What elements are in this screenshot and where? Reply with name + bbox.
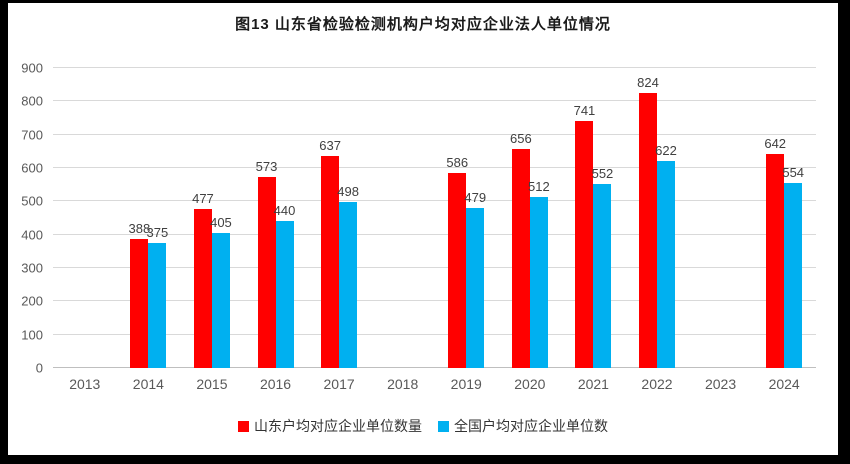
y-tick-label-500: 500 bbox=[21, 193, 43, 209]
bar-national-2020: 512 bbox=[528, 179, 550, 368]
bar-shandong-2020: 656 bbox=[510, 131, 532, 368]
legend-item-national: 全国户均对应企业单位数 bbox=[438, 416, 608, 436]
bar-shandong-2015: 477 bbox=[192, 191, 214, 368]
bar-national-2022: 622 bbox=[655, 143, 677, 368]
value-label-national-2021: 552 bbox=[591, 166, 614, 181]
bar-national-2021: 552 bbox=[592, 166, 613, 368]
value-label-shandong-2014: 388 bbox=[128, 220, 151, 236]
gridline-800 bbox=[53, 100, 816, 102]
legend-swatch-shandong-icon bbox=[238, 420, 249, 432]
x-axis: 2013 2014 2015 2016 2017 2018 2019 2020 2021 2022… bbox=[53, 376, 816, 392]
gridline-300 bbox=[53, 267, 816, 268]
bar-shandong-2014: 388 bbox=[129, 221, 150, 368]
value-label-national-2024: 554 bbox=[782, 165, 805, 181]
y-tick-label-800: 800 bbox=[21, 93, 43, 109]
bar-national-2014: 375 bbox=[147, 225, 168, 368]
y-tick-label-900: 900 bbox=[21, 60, 43, 76]
x-tick-label-2021: 2021 bbox=[577, 376, 609, 392]
value-label-shandong-2015: 477 bbox=[192, 191, 214, 206]
y-tick-label-200: 200 bbox=[21, 293, 43, 309]
value-label-national-2022: 622 bbox=[655, 142, 677, 158]
value-label-national-2015: 405 bbox=[210, 215, 232, 230]
x-tick-label-2016: 2016 bbox=[259, 376, 292, 392]
value-label-shandong-2022: 824 bbox=[637, 75, 659, 91]
bar-group-2016: 573 440 bbox=[244, 68, 308, 368]
bar-group-2022: 824 622 bbox=[625, 68, 689, 368]
value-label-national-2016: 440 bbox=[273, 203, 296, 219]
x-tick-label-2014: 2014 bbox=[132, 376, 164, 392]
bar-group-2019: 586 479 bbox=[435, 68, 499, 368]
bar-group-2021: 741 552 bbox=[562, 68, 626, 368]
bar-group-2013 bbox=[53, 68, 117, 368]
y-tick-label-600: 600 bbox=[21, 160, 43, 176]
plot-area: 0 100 200 300 400 500 600 700 800 900 388 375 477 405… bbox=[21, 61, 816, 376]
x-tick-label-2020: 2020 bbox=[514, 376, 546, 392]
x-tick-label-2019: 2019 bbox=[450, 376, 482, 392]
gridline-400 bbox=[53, 233, 816, 235]
x-tick-label-2017: 2017 bbox=[323, 376, 355, 392]
value-label-shandong-2019: 586 bbox=[446, 154, 469, 170]
gridline-500 bbox=[53, 200, 816, 202]
bar-national-2016: 440 bbox=[274, 203, 295, 368]
legend-label-national: 全国户均对应企业单位数 bbox=[454, 418, 608, 434]
value-label-shandong-2017: 637 bbox=[319, 137, 341, 153]
y-tick-label-100: 100 bbox=[21, 327, 43, 343]
x-axis-line bbox=[53, 367, 816, 368]
y-tick-label-300: 300 bbox=[21, 260, 43, 276]
gridline-700 bbox=[53, 133, 816, 135]
value-label-national-2017: 498 bbox=[337, 184, 359, 199]
legend: 山东户均对应企业单位数量 全国户均对应企业单位数 bbox=[8, 416, 838, 436]
y-tick-label-700: 700 bbox=[21, 127, 43, 143]
bar-group-2020: 656 512 bbox=[498, 68, 562, 368]
y-tick-label-400: 400 bbox=[21, 227, 43, 243]
bar-shandong-2022: 824 bbox=[637, 75, 659, 368]
bar-group-2017: 637 498 bbox=[307, 68, 371, 368]
bar-national-2024: 554 bbox=[782, 165, 804, 368]
bar-group-2023 bbox=[689, 68, 753, 368]
bar-shandong-2021: 741 bbox=[574, 103, 595, 368]
x-tick-label-2024: 2024 bbox=[768, 376, 800, 392]
x-tick-label-2018: 2018 bbox=[387, 376, 419, 392]
y-tick-label-0: 0 bbox=[35, 360, 43, 376]
bar-group-2024: 642 554 bbox=[752, 68, 816, 368]
bar-shandong-2019: 586 bbox=[446, 155, 468, 368]
legend-item-shandong: 山东户均对应企业单位数量 bbox=[238, 416, 422, 436]
gridline-200 bbox=[53, 300, 816, 302]
gridline-600 bbox=[53, 167, 816, 168]
bar-shandong-2024: 642 bbox=[764, 136, 786, 368]
value-label-shandong-2024: 642 bbox=[764, 136, 787, 151]
chart-frame: 图13 山东省检验检测机构户均对应企业法人单位情况 0 100 200 300 400 5… bbox=[8, 3, 838, 455]
gridline-100 bbox=[53, 333, 816, 335]
gridline-900 bbox=[53, 67, 816, 68]
bar-group-2015: 477 405 bbox=[180, 68, 244, 368]
bar-national-2015: 405 bbox=[210, 215, 232, 368]
x-tick-label-2015: 2015 bbox=[196, 376, 228, 392]
x-tick-label-2023: 2023 bbox=[704, 376, 737, 392]
legend-label-shandong: 山东户均对应企业单位数量 bbox=[254, 418, 422, 434]
bar-group-2018 bbox=[371, 68, 435, 368]
legend-swatch-national-icon bbox=[438, 420, 449, 432]
value-label-shandong-2016: 573 bbox=[255, 159, 278, 174]
value-label-national-2019: 479 bbox=[464, 190, 487, 206]
value-label-national-2020: 512 bbox=[528, 179, 550, 195]
x-tick-label-2013: 2013 bbox=[69, 376, 101, 392]
value-label-shandong-2020: 656 bbox=[510, 131, 532, 147]
bar-shandong-2016: 573 bbox=[256, 159, 277, 368]
bar-national-2019: 479 bbox=[464, 190, 486, 368]
x-tick-label-2022: 2022 bbox=[641, 376, 673, 392]
value-label-shandong-2021: 741 bbox=[573, 103, 596, 118]
bar-national-2017: 498 bbox=[337, 184, 359, 368]
chart-title: 图13 山东省检验检测机构户均对应企业法人单位情况 bbox=[235, 16, 611, 33]
value-label-national-2014: 375 bbox=[146, 225, 169, 240]
bar-group-2014: 388 375 bbox=[117, 68, 181, 368]
bar-shandong-2017: 637 bbox=[319, 138, 341, 368]
